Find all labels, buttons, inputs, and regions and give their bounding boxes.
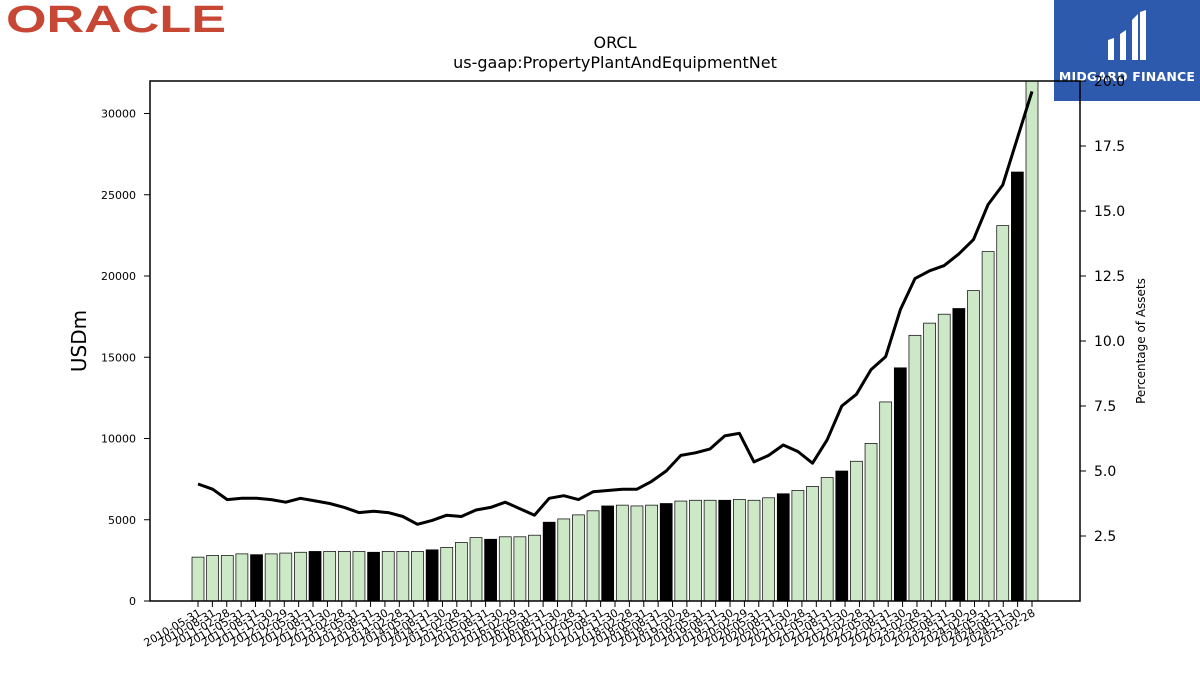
bar bbox=[235, 553, 249, 602]
bar bbox=[1011, 171, 1024, 602]
bar bbox=[484, 538, 497, 602]
bar bbox=[893, 367, 907, 602]
oracle-wordmark: ORACLE bbox=[6, 2, 226, 36]
percentage-line bbox=[197, 90, 1034, 526]
bar bbox=[220, 555, 234, 602]
oracle-logo: ORACLE bbox=[4, 0, 228, 41]
bar bbox=[191, 556, 205, 602]
bar bbox=[542, 521, 556, 602]
bar bbox=[689, 499, 702, 602]
bar bbox=[952, 308, 966, 602]
y-tick-label: 30000 bbox=[101, 108, 136, 121]
chart-subtitle: us-gaap:PropertyPlantAndEquipmentNet bbox=[453, 53, 777, 72]
bar bbox=[733, 499, 746, 602]
chart-title: ORCL bbox=[594, 33, 637, 52]
y-axis-right-label: Percentage of Assets bbox=[1134, 278, 1148, 404]
bar bbox=[352, 551, 366, 602]
midgard-wordmark: MIDGARD FINANCE bbox=[1058, 69, 1196, 84]
left-axis: 0 5000 10000 15000 20000 25000 30000 bbox=[101, 108, 150, 608]
bar bbox=[937, 313, 951, 602]
bar bbox=[864, 443, 878, 602]
bar bbox=[981, 251, 995, 602]
bar bbox=[850, 460, 863, 602]
bar bbox=[425, 549, 439, 602]
bar bbox=[791, 490, 805, 602]
bar bbox=[835, 470, 849, 602]
bar bbox=[747, 499, 761, 602]
bar bbox=[367, 551, 380, 602]
y-right-tick-label: 17.5 bbox=[1094, 139, 1125, 155]
bar bbox=[498, 536, 512, 602]
bar bbox=[206, 555, 219, 602]
bar bbox=[557, 518, 571, 602]
bar bbox=[513, 536, 527, 602]
bar bbox=[967, 290, 980, 602]
bar bbox=[337, 551, 351, 602]
bar bbox=[294, 551, 307, 602]
bar bbox=[308, 551, 322, 602]
bar-series bbox=[191, 80, 1039, 602]
bar bbox=[279, 552, 293, 602]
y-axis-label: USDm bbox=[67, 310, 91, 372]
bar bbox=[572, 514, 585, 602]
y-right-tick-label: 10.0 bbox=[1094, 334, 1125, 350]
bar bbox=[264, 553, 278, 602]
right-axis: 2.5 5.0 7.5 10.0 12.5 15.0 17.5 20.0 bbox=[1080, 74, 1125, 545]
bar bbox=[469, 537, 483, 602]
x-axis: 2010-05-312010-08-312011-02-282011-05-31… bbox=[142, 601, 1038, 650]
midgard-finance-logo: MIDGARD FINANCE bbox=[1054, 0, 1200, 101]
bar bbox=[630, 505, 644, 602]
bar bbox=[762, 497, 775, 602]
bar bbox=[586, 510, 600, 602]
bar bbox=[411, 551, 424, 602]
y-tick-label: 25000 bbox=[101, 189, 136, 202]
bar bbox=[659, 503, 673, 602]
y-tick-label: 15000 bbox=[101, 351, 136, 364]
bar bbox=[806, 486, 819, 602]
bar bbox=[879, 401, 893, 602]
y-tick-label: 10000 bbox=[101, 433, 136, 446]
bar bbox=[820, 477, 834, 602]
y-right-tick-label: 12.5 bbox=[1094, 269, 1125, 285]
bar bbox=[440, 547, 454, 602]
y-right-tick-label: 2.5 bbox=[1094, 529, 1116, 545]
bar bbox=[250, 554, 263, 602]
bar bbox=[923, 322, 936, 602]
bar bbox=[528, 534, 541, 602]
bar bbox=[381, 551, 395, 602]
y-tick-label: 5000 bbox=[108, 514, 136, 527]
bar bbox=[996, 225, 1010, 602]
bar bbox=[645, 504, 658, 602]
bar bbox=[323, 551, 337, 602]
midgard-emblem-icon bbox=[1108, 10, 1146, 60]
bar bbox=[703, 499, 717, 602]
y-right-tick-label: 7.5 bbox=[1094, 399, 1116, 415]
bar bbox=[718, 499, 732, 602]
y-right-tick-label: 15.0 bbox=[1094, 204, 1125, 220]
y-right-tick-label: 5.0 bbox=[1094, 464, 1116, 480]
y-right-tick-label: 20.0 bbox=[1094, 74, 1125, 90]
bar bbox=[455, 542, 468, 602]
bar bbox=[908, 334, 922, 602]
bar bbox=[674, 500, 688, 602]
y-tick-label: 20000 bbox=[101, 270, 136, 283]
y-tick-label: 0 bbox=[129, 595, 136, 608]
bar bbox=[615, 504, 629, 602]
bar bbox=[1025, 80, 1039, 602]
bar bbox=[396, 551, 410, 602]
bar bbox=[601, 505, 615, 602]
bar bbox=[776, 493, 790, 602]
